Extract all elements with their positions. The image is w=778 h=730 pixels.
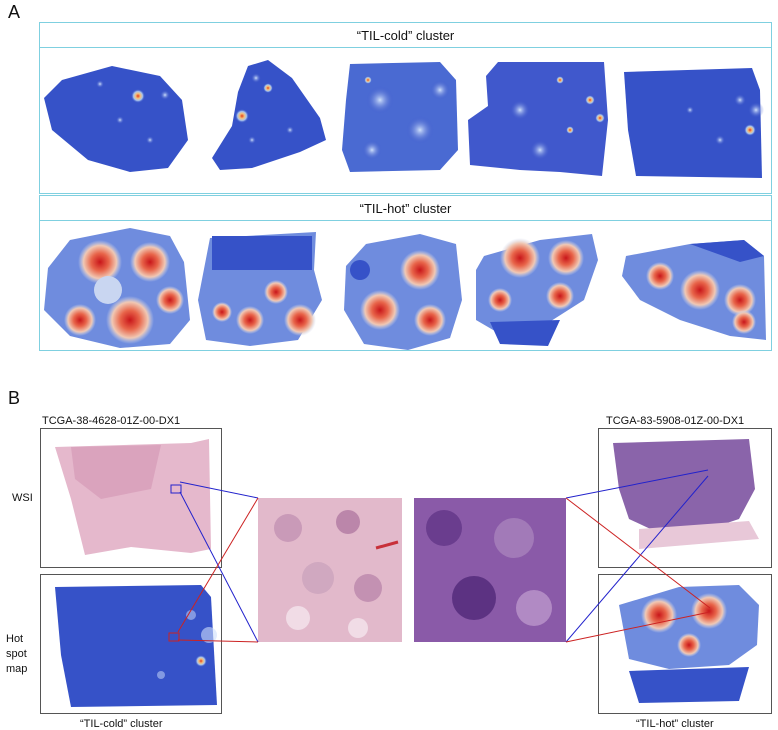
- cold-map-1: [44, 66, 188, 172]
- right-hotspot-image: [619, 585, 759, 703]
- left-wsi-image: [55, 439, 211, 555]
- hot-map-2: [198, 232, 322, 346]
- hot-map-4: [476, 234, 598, 346]
- cold-map-3: [342, 62, 458, 172]
- hot-map-5: [622, 240, 766, 340]
- cold-map-4: [468, 62, 608, 176]
- left-cluster-caption: “TIL-cold” cluster: [80, 718, 163, 730]
- panel-a-maps: [44, 60, 766, 350]
- cold-map-5: [624, 68, 764, 178]
- row-label-hotspot: Hot spot map: [6, 633, 28, 675]
- cold-map-2: [212, 60, 326, 170]
- left-sample-id: TCGA-38-4628-01Z-00-DX1: [42, 415, 181, 427]
- hot-cluster-title: “TIL-hot” cluster: [359, 201, 452, 216]
- hot-images-box: [39, 220, 772, 351]
- right-hotspot-frame: [598, 574, 772, 714]
- left-wsi-frame: [40, 428, 222, 568]
- row-label-wsi: WSI: [12, 492, 33, 504]
- panel-a-letter: A: [8, 2, 21, 22]
- cold-zoom-image: [258, 498, 402, 642]
- right-wsi-image: [613, 439, 759, 549]
- left-hotspot-frame: [40, 574, 222, 714]
- cold-cluster-title: “TIL-cold” cluster: [356, 28, 455, 43]
- hot-zoom-image: [414, 498, 566, 642]
- right-cluster-caption: “TIL-hot” cluster: [636, 718, 714, 730]
- right-sample-id: TCGA-83-5908-01Z-00-DX1: [606, 415, 745, 427]
- cold-images-box: [39, 47, 772, 194]
- hot-map-1: [44, 228, 190, 348]
- hot-map-3: [344, 234, 462, 350]
- left-hotspot-image: [55, 585, 217, 707]
- panel-b-letter: B: [8, 388, 21, 408]
